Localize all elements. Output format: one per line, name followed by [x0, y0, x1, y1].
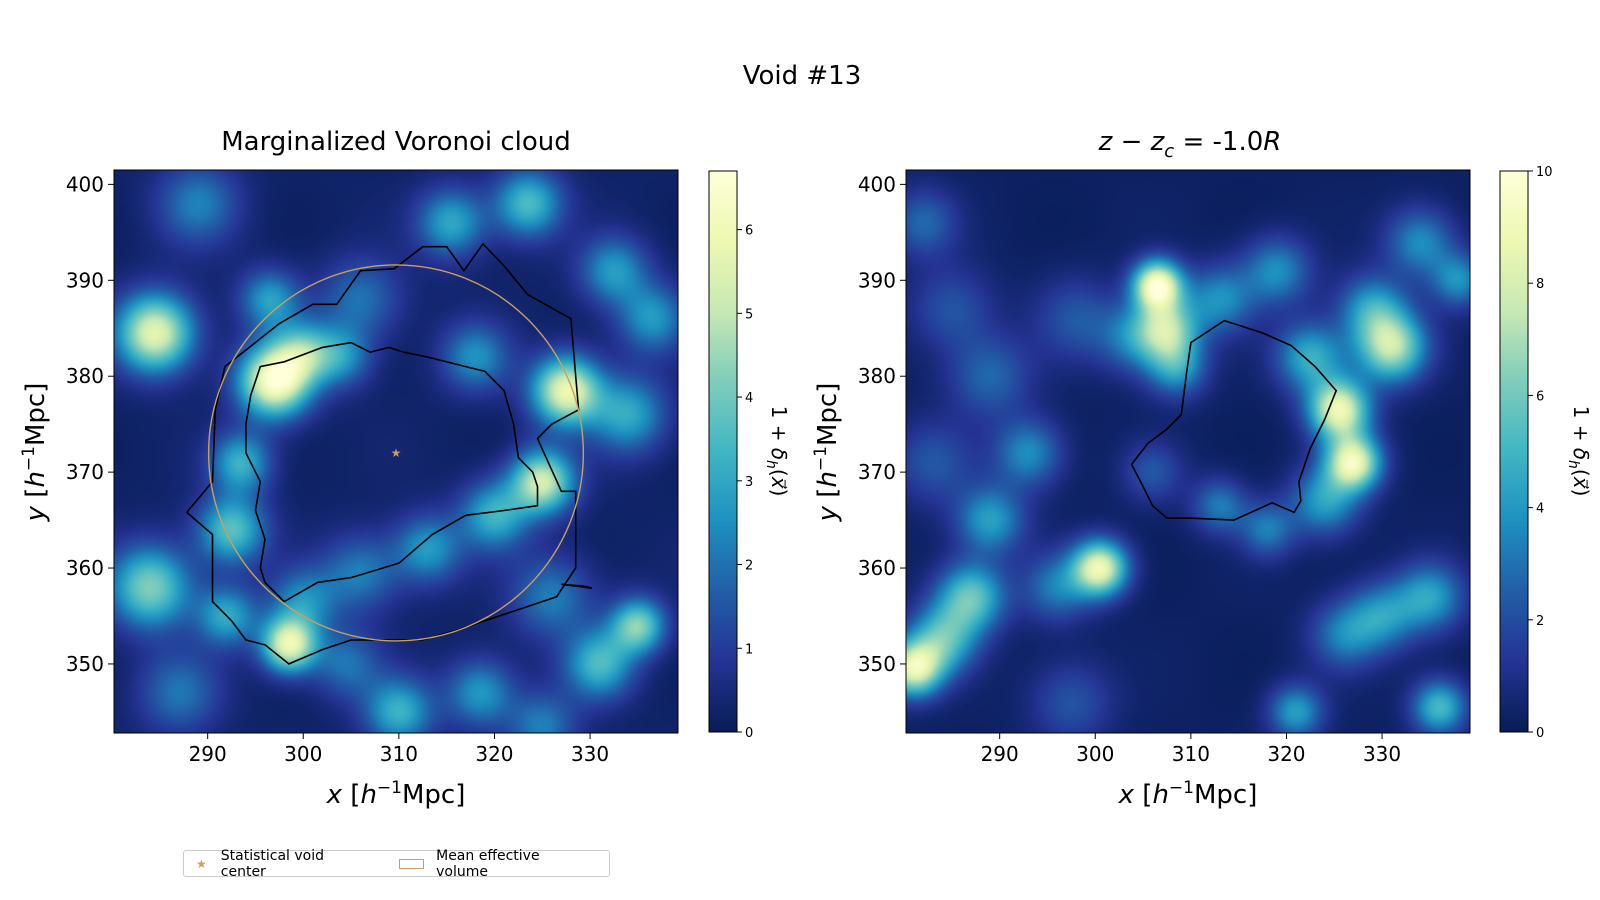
colorbar-tick-label: 2 — [745, 559, 753, 574]
colorbar — [1500, 171, 1528, 732]
panel-title: z − zc = -1.0R — [1098, 127, 1282, 162]
x-tick-label: 330 — [1363, 742, 1401, 766]
x-tick-label: 310 — [380, 742, 418, 766]
contour-overlay: ★ — [186, 242, 593, 665]
y-tick-label: 390 — [66, 268, 104, 292]
y-tick-label: 370 — [858, 460, 896, 484]
y-axis-label: y [h−1Mpc] — [19, 383, 51, 523]
y-tick-label: 370 — [66, 460, 104, 484]
y-tick-label: 350 — [858, 652, 896, 676]
legend: ★ Statistical void center Mean effective… — [183, 847, 610, 880]
colorbar-ticks: 0 1 2 3 4 5 6 — [737, 224, 753, 741]
x-tick-label: 320 — [1267, 742, 1305, 766]
mean-effective-volume-circle — [207, 264, 585, 642]
x-tick-label: 300 — [1076, 742, 1114, 766]
y-tick-label: 400 — [66, 172, 104, 196]
y-tick-label: 360 — [66, 556, 104, 580]
void-boundary-contour — [186, 242, 580, 665]
x-tick-label: 320 — [475, 742, 513, 766]
panel-slice: z − zc = -1.0R 290 300 310 320 330 350 360 370… — [811, 127, 1593, 810]
y-tick-label: 400 — [858, 172, 896, 196]
contour-overlay — [1130, 319, 1338, 521]
x-axis-label: x [h−1Mpc] — [326, 778, 466, 810]
colorbar-tick-label: 0 — [745, 726, 753, 741]
colorbar-label: 1 + δh(x⃗) — [763, 406, 791, 497]
colorbar-tick-label: 6 — [745, 224, 753, 239]
y-tick-label: 350 — [66, 652, 104, 676]
y-tick-label: 360 — [858, 556, 896, 580]
x-tick-label: 300 — [284, 742, 322, 766]
rectangle-icon — [398, 858, 425, 869]
colorbar — [709, 171, 737, 732]
colorbar-tick-label: 0 — [1536, 726, 1544, 741]
colorbar-tick-label: 5 — [745, 307, 753, 322]
legend-label: Mean effective volume — [436, 847, 540, 880]
void-boundary-contour — [1130, 319, 1338, 521]
colorbar-label: 1 + δh(x⃗) — [1565, 406, 1593, 497]
y-axis: 350 360 370 380 390 400 — [66, 172, 114, 676]
colorbar-tick-label: 1 — [745, 642, 753, 657]
x-tick-label: 330 — [571, 742, 609, 766]
plot-frame — [113, 169, 679, 734]
colorbar-tick-label: 3 — [745, 475, 753, 490]
legend-item-effective-volume: Mean effective volume — [398, 847, 593, 880]
colorbar-tick-label: 4 — [1536, 502, 1544, 517]
density-heatmap — [906, 170, 1470, 733]
colorbar-tick-label: 4 — [745, 391, 753, 406]
x-axis-label: x [h−1Mpc] — [1118, 778, 1258, 810]
x-axis: 290 300 310 320 330 — [189, 733, 609, 766]
colorbar-tick-label: 6 — [1536, 389, 1544, 404]
void-boundary-contour — [561, 583, 593, 589]
colorbar-tick-label: 2 — [1536, 614, 1544, 629]
x-axis: 290 300 310 320 330 — [981, 733, 1401, 766]
x-tick-label: 290 — [981, 742, 1019, 766]
panel-marginalized: Marginalized Voronoi cloud ★ 290 300 310 32… — [19, 127, 791, 810]
legend-item-void-center: ★ Statistical void center — [196, 848, 371, 880]
plot-frame — [905, 169, 1471, 734]
y-axis: 350 360 370 380 390 400 — [858, 172, 906, 676]
star-icon: ★ — [196, 856, 207, 871]
void-boundary-contour — [245, 341, 539, 603]
y-axis-label: y [h−1Mpc] — [811, 383, 843, 523]
colorbar-frame — [1499, 170, 1529, 733]
colorbar-tick-label: 10 — [1536, 165, 1553, 180]
y-tick-label: 380 — [66, 364, 104, 388]
legend-label: Statistical void center — [220, 847, 325, 880]
figure-suptitle: Void #13 — [743, 61, 862, 91]
y-tick-label: 390 — [858, 268, 896, 292]
void-center-star: ★ — [391, 446, 402, 460]
colorbar-frame — [708, 170, 738, 733]
colorbar-ticks: 0 2 4 6 8 10 — [1528, 165, 1553, 741]
y-tick-label: 380 — [858, 364, 896, 388]
panel-title: Marginalized Voronoi cloud — [221, 127, 571, 157]
x-tick-label: 290 — [189, 742, 227, 766]
colorbar-tick-label: 8 — [1536, 277, 1544, 292]
x-tick-label: 310 — [1172, 742, 1210, 766]
